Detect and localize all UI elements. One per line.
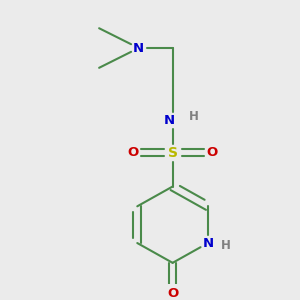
Text: N: N [202, 236, 214, 250]
Text: O: O [167, 287, 178, 300]
Text: O: O [207, 146, 218, 159]
Text: N: N [133, 41, 144, 55]
Text: H: H [221, 239, 231, 252]
Text: N: N [164, 114, 175, 127]
Text: S: S [168, 146, 178, 160]
Text: H: H [189, 110, 199, 123]
Text: O: O [128, 146, 139, 159]
